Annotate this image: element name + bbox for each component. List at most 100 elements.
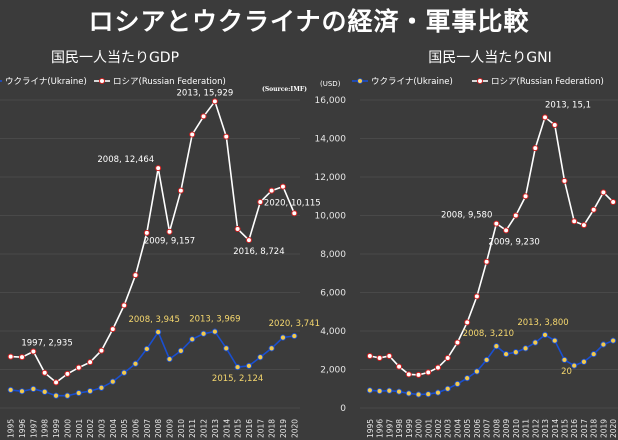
data-label: 2008, 3,945 <box>128 315 179 325</box>
x-tick-label: 2008 <box>492 419 501 438</box>
x-tick-label: 2010 <box>512 419 521 438</box>
y-tick-label: 10,000 <box>315 212 347 222</box>
russia-point <box>223 133 230 140</box>
ukraine-point <box>590 351 597 358</box>
x-tick-label: 2006 <box>131 419 140 438</box>
x-tick-label: 2009 <box>166 419 175 438</box>
ukraine-point <box>532 339 539 346</box>
ukraine-point <box>53 392 60 399</box>
data-label: 2020, 10,115 <box>264 198 321 208</box>
x-tick-label: 2019 <box>599 419 608 438</box>
ukraine-point <box>483 356 490 363</box>
ukraine-point <box>580 358 587 365</box>
russia-point <box>53 379 60 386</box>
ukraine-point <box>87 388 94 395</box>
russia-point <box>580 222 587 229</box>
ukraine-point <box>503 351 510 358</box>
y-tick-label: 0 <box>340 404 346 414</box>
x-tick-label: 2018 <box>590 419 599 438</box>
data-label: 2020, 3,741 <box>269 319 320 329</box>
x-tick-label: 2007 <box>143 419 152 438</box>
ukraine-point <box>223 345 230 352</box>
x-tick-label: 1995 <box>7 419 16 438</box>
russia-point <box>503 227 510 234</box>
russia-point <box>542 114 549 121</box>
russia-point <box>64 370 71 377</box>
x-tick-label: 2012 <box>531 419 540 438</box>
ukraine-point <box>376 388 383 395</box>
russia-point <box>155 165 162 172</box>
data-label: 2013, 15,1 <box>545 100 591 110</box>
x-tick-label: 2019 <box>279 419 288 438</box>
russia-point <box>610 199 617 206</box>
x-tick-label: 1995 <box>366 419 375 438</box>
russia-point <box>245 237 252 244</box>
data-label: 2016, 8,724 <box>233 247 284 257</box>
russia-point <box>366 353 373 360</box>
ukraine-point <box>155 329 162 336</box>
ukraine-point <box>415 391 422 398</box>
ukraine-point <box>551 337 558 344</box>
x-tick-label: 1998 <box>41 419 50 438</box>
ukraine-point <box>561 356 568 363</box>
x-tick-label: 2001 <box>424 419 433 438</box>
russia-point <box>483 258 490 265</box>
y-tick-label: 6,000 <box>320 289 346 299</box>
x-tick-label: 2011 <box>188 419 197 438</box>
source-label: (Source:IMF) <box>262 86 307 93</box>
x-tick-label: 2005 <box>463 419 472 438</box>
x-tick-label: 2007 <box>483 419 492 438</box>
russia-point <box>143 229 150 236</box>
russia-point <box>376 354 383 361</box>
panel-title: 国民一人当たりGNI <box>428 50 551 66</box>
russia-point <box>87 359 94 366</box>
x-tick-label: 2000 <box>63 419 72 438</box>
data-label: 2015, 2,124 <box>212 374 263 384</box>
russia-point <box>600 189 607 196</box>
ukraine-point <box>109 378 116 385</box>
russia-point <box>473 293 480 300</box>
x-tick-label: 2018 <box>268 419 277 438</box>
data-label: 2008, 3,210 <box>463 329 514 339</box>
russia-point <box>396 363 403 370</box>
russia-point <box>386 353 393 360</box>
x-tick-label: 2010 <box>177 419 186 438</box>
ukraine-point <box>143 345 150 352</box>
y-tick-label: 16,000 <box>315 96 347 106</box>
ukraine-point <box>41 388 48 395</box>
russia-point <box>532 145 539 152</box>
data-label: 2008, 12,464 <box>97 155 154 165</box>
ukraine-point <box>493 343 500 350</box>
russia-point <box>19 354 26 361</box>
x-tick-label: 2003 <box>444 419 453 438</box>
y-tick-label: 14,000 <box>315 135 347 145</box>
x-tick-label: 2004 <box>453 419 462 438</box>
main-title: ロシアとウクライナの経済・軍事比較 <box>88 7 530 36</box>
x-tick-label: 2002 <box>434 419 443 438</box>
russia-point <box>571 218 578 225</box>
x-tick-label: 2016 <box>570 419 579 438</box>
ukraine-point <box>177 347 184 354</box>
ukraine-point <box>7 386 14 393</box>
ukraine-point <box>189 336 196 343</box>
ukraine-point <box>366 387 373 394</box>
legend-marker <box>357 78 363 84</box>
ukraine-point <box>132 360 139 367</box>
russia-point <box>425 369 432 376</box>
ukraine-point <box>434 389 442 396</box>
ukraine-point <box>64 392 71 399</box>
ukraine-point <box>405 390 412 397</box>
y-unit-label: (USD) <box>320 80 341 88</box>
x-tick-label: 2006 <box>473 419 482 438</box>
x-tick-label: 2013 <box>211 419 220 438</box>
ukraine-point <box>291 332 298 340</box>
ukraine-point <box>257 354 264 361</box>
ukraine-point <box>512 349 519 356</box>
x-tick-label: 2014 <box>222 419 231 438</box>
russia-point <box>493 220 500 227</box>
russia-point <box>405 371 412 378</box>
ukraine-point <box>454 380 461 387</box>
ukraine-point <box>610 337 617 344</box>
x-tick-label: 2011 <box>522 419 531 438</box>
